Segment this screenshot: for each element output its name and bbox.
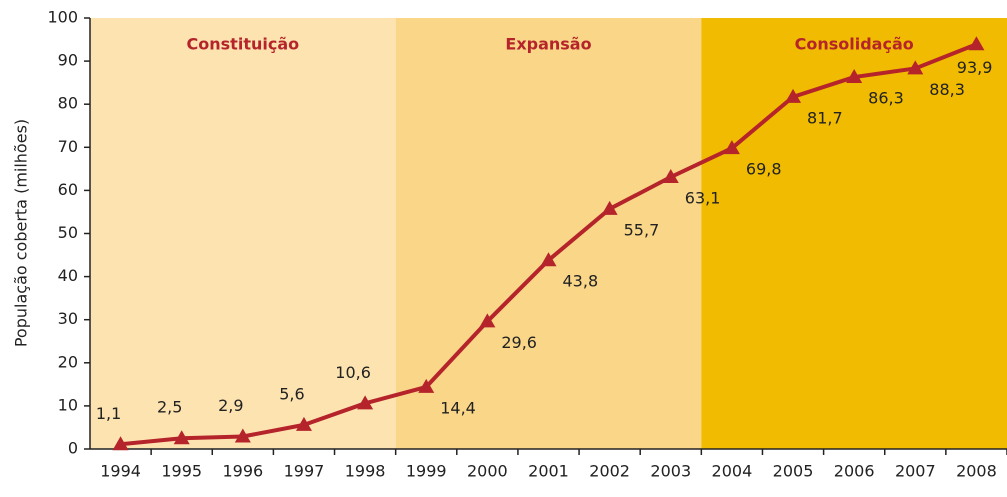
marker — [968, 36, 985, 51]
x-tick-label: 2005 — [773, 462, 814, 481]
data-label: 2,5 — [157, 398, 182, 417]
y-tick-label: 80 — [58, 94, 78, 113]
x-tick-label: 2008 — [956, 462, 997, 481]
x-tick-label: 1998 — [345, 462, 386, 481]
data-label: 55,7 — [624, 220, 660, 239]
marker — [295, 416, 312, 431]
y-tick-label: 20 — [58, 352, 78, 371]
x-tick-label: 1994 — [100, 462, 141, 481]
x-tick-label: 2006 — [834, 462, 875, 481]
marker — [112, 436, 129, 451]
y-tick-label: 0 — [68, 439, 78, 458]
y-tick-label: 100 — [47, 8, 78, 27]
x-tick-label: 2002 — [589, 462, 630, 481]
data-label: 69,8 — [746, 160, 782, 179]
y-tick-label: 40 — [58, 266, 78, 285]
x-tick-label: 2007 — [895, 462, 936, 481]
x-tick-label: 1995 — [161, 462, 202, 481]
marker — [479, 313, 496, 328]
x-tick-label: 2003 — [650, 462, 691, 481]
marker — [234, 428, 251, 443]
data-label: 14,4 — [440, 398, 476, 417]
data-label: 63,1 — [685, 189, 721, 208]
x-tick-label: 1996 — [222, 462, 263, 481]
data-label: 1,1 — [96, 404, 121, 423]
marker — [785, 88, 802, 103]
y-tick-label: 30 — [58, 309, 78, 328]
region — [90, 18, 396, 449]
x-tick-label: 2000 — [467, 462, 508, 481]
data-label: 5,6 — [279, 384, 304, 403]
marker — [357, 395, 374, 410]
data-label: 81,7 — [807, 108, 843, 127]
y-axis-title: População coberta (milhões) — [12, 119, 31, 347]
marker — [662, 169, 679, 184]
x-tick-label: 2001 — [528, 462, 569, 481]
data-label: 2,9 — [218, 396, 243, 415]
x-tick-label: 2004 — [712, 462, 753, 481]
data-label: 43,8 — [563, 272, 599, 291]
region — [395, 18, 702, 449]
y-tick-label: 60 — [58, 180, 78, 199]
marker — [540, 252, 557, 267]
region-label: Expansão — [505, 35, 591, 54]
data-label: 93,9 — [957, 58, 993, 77]
data-label: 86,3 — [868, 89, 904, 108]
marker — [173, 430, 190, 445]
marker — [418, 378, 435, 393]
data-label: 29,6 — [501, 333, 537, 352]
y-tick-label: 70 — [58, 137, 78, 156]
region-label: Constituição — [187, 35, 300, 54]
y-tick-label: 90 — [58, 51, 78, 70]
y-tick-label: 10 — [58, 395, 78, 414]
data-label: 88,3 — [929, 80, 965, 99]
region — [701, 18, 1007, 449]
marker — [601, 200, 618, 215]
marker — [723, 140, 740, 155]
data-label: 10,6 — [335, 363, 371, 382]
x-tick-label: 1997 — [284, 462, 325, 481]
y-tick-label: 50 — [58, 223, 78, 242]
x-tick-label: 1999 — [406, 462, 447, 481]
region-label: Consolidação — [795, 35, 914, 54]
marker — [907, 60, 924, 75]
marker — [846, 69, 863, 84]
